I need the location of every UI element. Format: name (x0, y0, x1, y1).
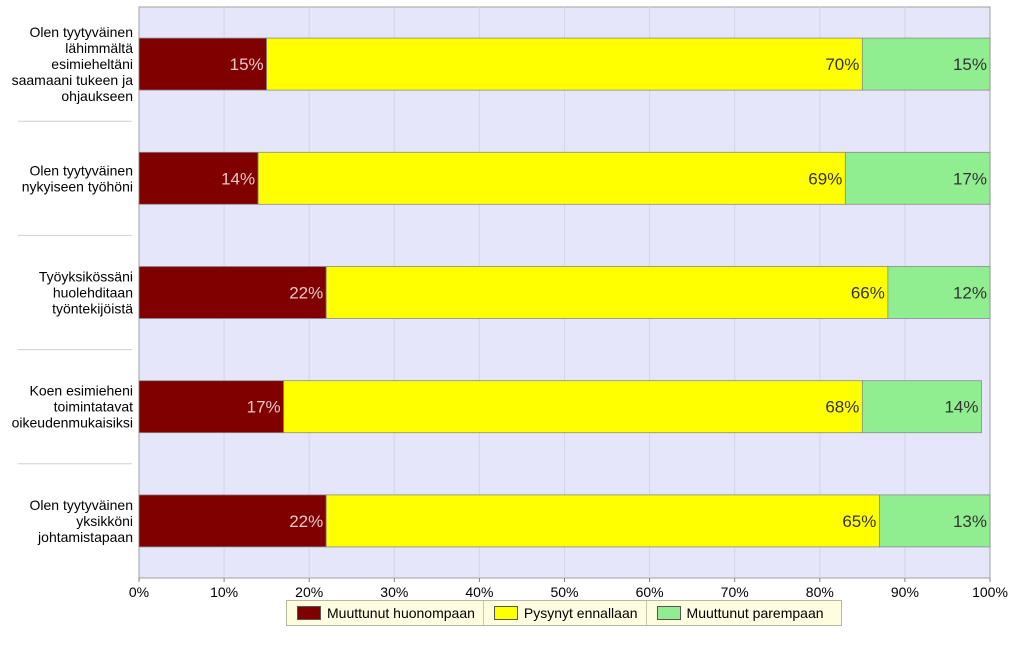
category-label: Työyksikössäni huolehditaan työntekijöistä (39, 269, 133, 317)
x-tick-label: 20% (295, 584, 323, 600)
x-tick-label: 80% (806, 584, 834, 600)
legend-swatch-unchanged (493, 606, 518, 620)
data-label: 17% (247, 398, 281, 417)
x-tick-label: 70% (721, 584, 749, 600)
category-label: Olen tyytyväinen lähimmältä esimieheltäni s… (12, 24, 134, 104)
bar-segment (844, 151, 991, 205)
data-label: 66% (851, 284, 885, 303)
bar-segment (887, 266, 991, 319)
data-label: 65% (842, 512, 876, 531)
x-tick-label: 50% (550, 584, 578, 600)
bar-segment (861, 380, 982, 434)
data-label: 17% (953, 169, 987, 188)
bar-segment (861, 37, 991, 91)
data-label: 70% (825, 55, 859, 74)
x-tick-label: 10% (210, 584, 238, 600)
data-label: 22% (289, 512, 323, 531)
bar-segment (138, 380, 285, 434)
data-label: 22% (289, 284, 323, 303)
x-tick-label: 40% (465, 584, 493, 600)
data-label: 68% (825, 398, 859, 417)
legend-item-better: Muuttunut parempaan (647, 601, 832, 625)
category-label: Olen tyytyväinen nykyiseen työhöni (22, 162, 133, 194)
legend-label-worse: Muuttunut huonompaan (327, 605, 475, 621)
chart-legend: Muuttunut huonompaan Pysynyt ennallaan M… (286, 600, 842, 626)
legend-item-worse: Muuttunut huonompaan (287, 601, 484, 625)
x-tick-label: 30% (380, 584, 408, 600)
x-tick-label: 90% (891, 584, 919, 600)
bar-segment (325, 494, 880, 548)
data-label: 14% (944, 398, 978, 417)
bar-segment (283, 380, 863, 434)
bar-segment (257, 151, 846, 205)
data-label: 15% (953, 55, 987, 74)
category-label: Olen tyytyväinen yksikköni johtamistapaan (30, 497, 134, 545)
legend-swatch-better (656, 606, 681, 620)
legend-label-better: Muuttunut parempaan (686, 605, 824, 621)
data-label: 13% (953, 512, 987, 531)
bar-segment (266, 37, 863, 91)
bar-segment (325, 266, 889, 319)
bar-segment (878, 494, 991, 548)
x-tick-label: 60% (636, 584, 664, 600)
bar-segment (138, 266, 327, 319)
legend-item-unchanged: Pysynyt ennallaan (484, 601, 647, 625)
bar-segment (138, 37, 268, 91)
data-label: 14% (221, 169, 255, 188)
x-tick-label: 0% (129, 584, 149, 600)
legend-label-unchanged: Pysynyt ennallaan (523, 605, 638, 621)
x-tick-label: 100% (972, 584, 1008, 600)
data-label: 12% (953, 284, 987, 303)
data-label: 15% (230, 55, 264, 74)
legend-swatch-worse (297, 606, 321, 620)
bar-segment (138, 494, 327, 548)
bar-segment (138, 151, 259, 205)
data-label: 69% (808, 169, 842, 188)
category-label: Koen esimieheni toimintatavat oikeudenmuka… (12, 383, 134, 431)
